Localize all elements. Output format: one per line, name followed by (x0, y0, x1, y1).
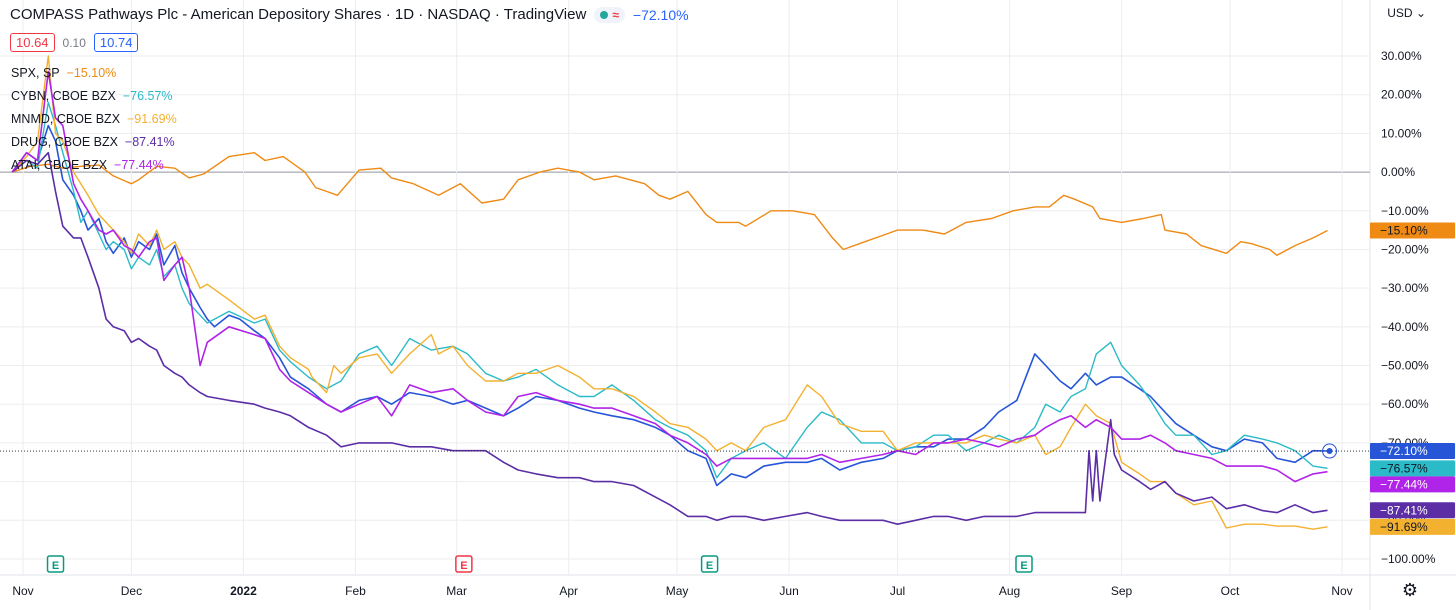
x-tick-label: Sep (1111, 584, 1133, 598)
y-tick-label: 20.00% (1381, 88, 1422, 102)
x-tick-label: Feb (345, 584, 366, 598)
quote-row: 10.64 0.10 10.74 (10, 33, 139, 52)
main-series-change: −72.10% (632, 6, 689, 23)
y-tick-label: −10.00% (1381, 204, 1429, 218)
legend-symbol: ATAI, CBOE BZX (11, 158, 108, 172)
series-line-spx (11, 152, 1328, 256)
x-tick-label: Dec (121, 584, 142, 598)
y-tick-label: −60.00% (1381, 397, 1429, 411)
price-tag (1370, 222, 1455, 239)
currency-label: USD (1387, 6, 1413, 20)
gear-icon[interactable]: ⚙ (1401, 580, 1418, 600)
price-tag-label: −87.41% (1380, 503, 1428, 517)
x-tick-label: Jun (779, 584, 798, 598)
y-tick-label: −100.00% (1381, 552, 1436, 566)
series-legend: SPX, SP −15.10% CYBN, CBOE BZX −76.57% M… (11, 62, 177, 177)
series-line-cmps (11, 124, 1328, 487)
approx-symbol: ≈ (612, 7, 619, 22)
sell-price-button[interactable]: 10.64 (10, 33, 55, 52)
last-point-ring (1322, 443, 1338, 459)
y-tick-label: −40.00% (1381, 320, 1429, 334)
price-tag-label: −91.69% (1380, 520, 1428, 534)
legend-value: −87.41% (124, 135, 175, 149)
x-tick-label: Nov (1331, 584, 1352, 598)
legend-symbol: DRUG, CBOE BZX (11, 135, 118, 149)
legend-item[interactable]: DRUG, CBOE BZX −87.41% (11, 131, 177, 154)
price-tag (1370, 518, 1455, 535)
legend-symbol: SPX, SP (11, 66, 60, 80)
series-line-cybn (11, 101, 1328, 479)
earnings-event-label: E (1020, 560, 1027, 572)
y-tick-label: 0.00% (1381, 165, 1415, 179)
earnings-event-marker (455, 555, 473, 573)
y-tick-label: 10.00% (1381, 126, 1422, 140)
x-tick-label: Mar (446, 584, 467, 598)
series-line-atai (11, 70, 1328, 483)
x-tick-label: Nov (12, 584, 33, 598)
price-tag (1370, 443, 1455, 460)
legend-item[interactable]: MNMD, CBOE BZX −91.69% (11, 108, 177, 131)
legend-item[interactable]: SPX, SP −15.10% (11, 62, 177, 85)
earnings-event-label: E (460, 560, 467, 572)
last-point-dot (1326, 448, 1333, 455)
market-status-dot-icon (600, 10, 609, 19)
x-tick-label: Oct (1221, 584, 1240, 598)
earnings-event-label: E (52, 560, 59, 572)
legend-symbol: MNMD, CBOE BZX (11, 112, 121, 126)
y-tick-label: −20.00% (1381, 242, 1429, 256)
y-tick-label: −30.00% (1381, 281, 1429, 295)
price-tag-label: −77.44% (1380, 477, 1428, 491)
x-tick-label: Apr (559, 584, 578, 598)
earnings-event-marker (700, 555, 719, 573)
x-tick-label: May (666, 584, 689, 598)
legend-item[interactable]: CYBN, CBOE BZX −76.57% (11, 85, 177, 108)
price-tag (1370, 460, 1455, 477)
legend-symbol: CYBN, CBOE BZX (11, 89, 116, 103)
x-tick-label: Jul (890, 584, 905, 598)
y-tick-label: −50.00% (1381, 359, 1429, 373)
legend-value: −15.10% (66, 66, 117, 80)
x-tick-label: Aug (999, 584, 1020, 598)
price-tag-label: −76.57% (1380, 461, 1428, 475)
chevron-down-icon: ⌄ (1415, 6, 1426, 20)
earnings-event-marker (1015, 555, 1033, 573)
legend-item[interactable]: ATAI, CBOE BZX −77.44% (11, 154, 177, 177)
x-tick-label: 2022 (230, 584, 257, 598)
legend-value: −76.57% (122, 89, 173, 103)
legend-value: −77.44% (114, 158, 164, 172)
y-tick-label: 30.00% (1381, 49, 1422, 63)
series-line-drug (11, 151, 1328, 525)
price-tag-label: −15.10% (1380, 224, 1428, 238)
price-tag (1370, 476, 1455, 493)
spread-value: 0.10 (62, 35, 86, 50)
legend-value: −91.69% (127, 112, 177, 126)
earnings-event-marker (46, 555, 65, 573)
chart-header: COMPASS Pathways Plc - American Deposito… (10, 6, 689, 23)
market-status-pill[interactable]: ≈ (594, 6, 625, 23)
price-tag (1370, 502, 1455, 519)
earnings-event-label: E (706, 560, 713, 572)
price-tag-label: −72.10% (1380, 444, 1428, 458)
currency-selector[interactable]: USD ⌄ (1387, 6, 1426, 20)
buy-price-button[interactable]: 10.74 (93, 33, 139, 52)
chart-title: COMPASS Pathways Plc - American Deposito… (10, 6, 587, 23)
